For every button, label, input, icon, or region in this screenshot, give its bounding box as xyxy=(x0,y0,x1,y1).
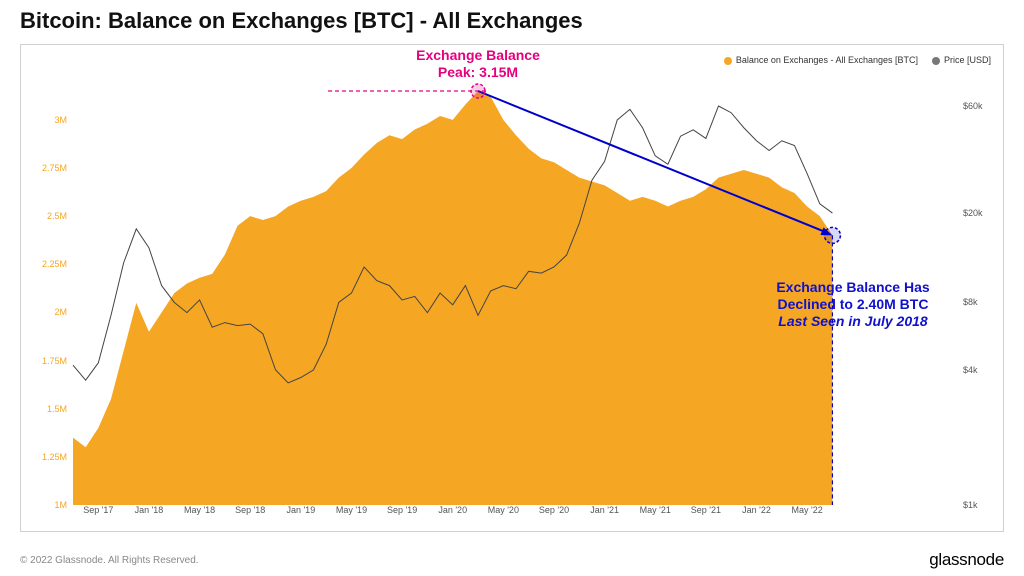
chart-frame: Balance on Exchanges - All Exchanges [BT… xyxy=(20,44,1004,532)
legend-item-price: Price [USD] xyxy=(932,55,991,65)
y-left-tick: 1.75M xyxy=(42,356,67,366)
legend-dot-balance-icon xyxy=(724,57,732,65)
y-left-tick: 3M xyxy=(54,115,67,125)
legend-label-balance: Balance on Exchanges - All Exchanges [BT… xyxy=(736,55,918,65)
annotation-peak: Exchange Balance Peak: 3.15M xyxy=(398,47,558,81)
annotation-decline-line3: Last Seen in July 2018 xyxy=(753,313,953,330)
legend-item-balance: Balance on Exchanges - All Exchanges [BT… xyxy=(724,55,918,65)
page: Bitcoin: Balance on Exchanges [BTC] - Al… xyxy=(0,0,1024,576)
y-right-tick: $8k xyxy=(963,297,978,307)
annotation-peak-line2: Peak: 3.15M xyxy=(398,64,558,81)
y-left-tick: 2.75M xyxy=(42,163,67,173)
legend-label-price: Price [USD] xyxy=(944,55,991,65)
copyright-text: © 2022 Glassnode. All Rights Reserved. xyxy=(20,555,199,566)
y-left-tick: 1.5M xyxy=(47,404,67,414)
x-tick: Sep '20 xyxy=(539,505,569,515)
y-left-tick: 2M xyxy=(54,307,67,317)
x-tick: Jan '21 xyxy=(590,505,619,515)
annotation-peak-line1: Exchange Balance xyxy=(398,47,558,64)
x-tick: Jan '20 xyxy=(438,505,467,515)
legend-dot-price-icon xyxy=(932,57,940,65)
x-tick: Sep '18 xyxy=(235,505,265,515)
x-tick: May '20 xyxy=(488,505,519,515)
annotation-decline-line1: Exchange Balance Has xyxy=(753,279,953,296)
y-right-tick: $60k xyxy=(963,101,983,111)
brand-logo: glassnode xyxy=(929,550,1004,570)
x-tick: Jan '22 xyxy=(742,505,771,515)
x-axis: Sep '17 Jan '18 May '18 Sep '18 Jan '19 May '… xyxy=(73,505,959,521)
footer: © 2022 Glassnode. All Rights Reserved. g… xyxy=(20,550,1004,570)
x-tick: May '22 xyxy=(791,505,822,515)
annotation-decline: Exchange Balance Has Declined to 2.40M B… xyxy=(753,279,953,329)
x-tick: Sep '19 xyxy=(387,505,417,515)
annotation-decline-line2: Declined to 2.40M BTC xyxy=(753,296,953,313)
y-axis-left: 1M1.25M1.5M1.75M2M2.25M2.5M2.75M3M xyxy=(21,91,71,505)
y-right-tick: $4k xyxy=(963,365,978,375)
y-left-tick: 1.25M xyxy=(42,452,67,462)
x-tick: May '21 xyxy=(640,505,671,515)
x-tick: Sep '21 xyxy=(691,505,721,515)
y-right-tick: $20k xyxy=(963,208,983,218)
chart-title: Bitcoin: Balance on Exchanges [BTC] - Al… xyxy=(20,8,583,34)
x-tick: Sep '17 xyxy=(83,505,113,515)
y-left-tick: 1M xyxy=(54,500,67,510)
y-axis-right: $1k$4k$8k$20k$60k xyxy=(959,91,1003,505)
x-tick: May '18 xyxy=(184,505,215,515)
x-tick: Jan '18 xyxy=(135,505,164,515)
x-tick: Jan '19 xyxy=(286,505,315,515)
y-left-tick: 2.25M xyxy=(42,259,67,269)
y-left-tick: 2.5M xyxy=(47,211,67,221)
legend: Balance on Exchanges - All Exchanges [BT… xyxy=(724,55,991,65)
x-tick: May '19 xyxy=(336,505,367,515)
y-right-tick: $1k xyxy=(963,500,978,510)
